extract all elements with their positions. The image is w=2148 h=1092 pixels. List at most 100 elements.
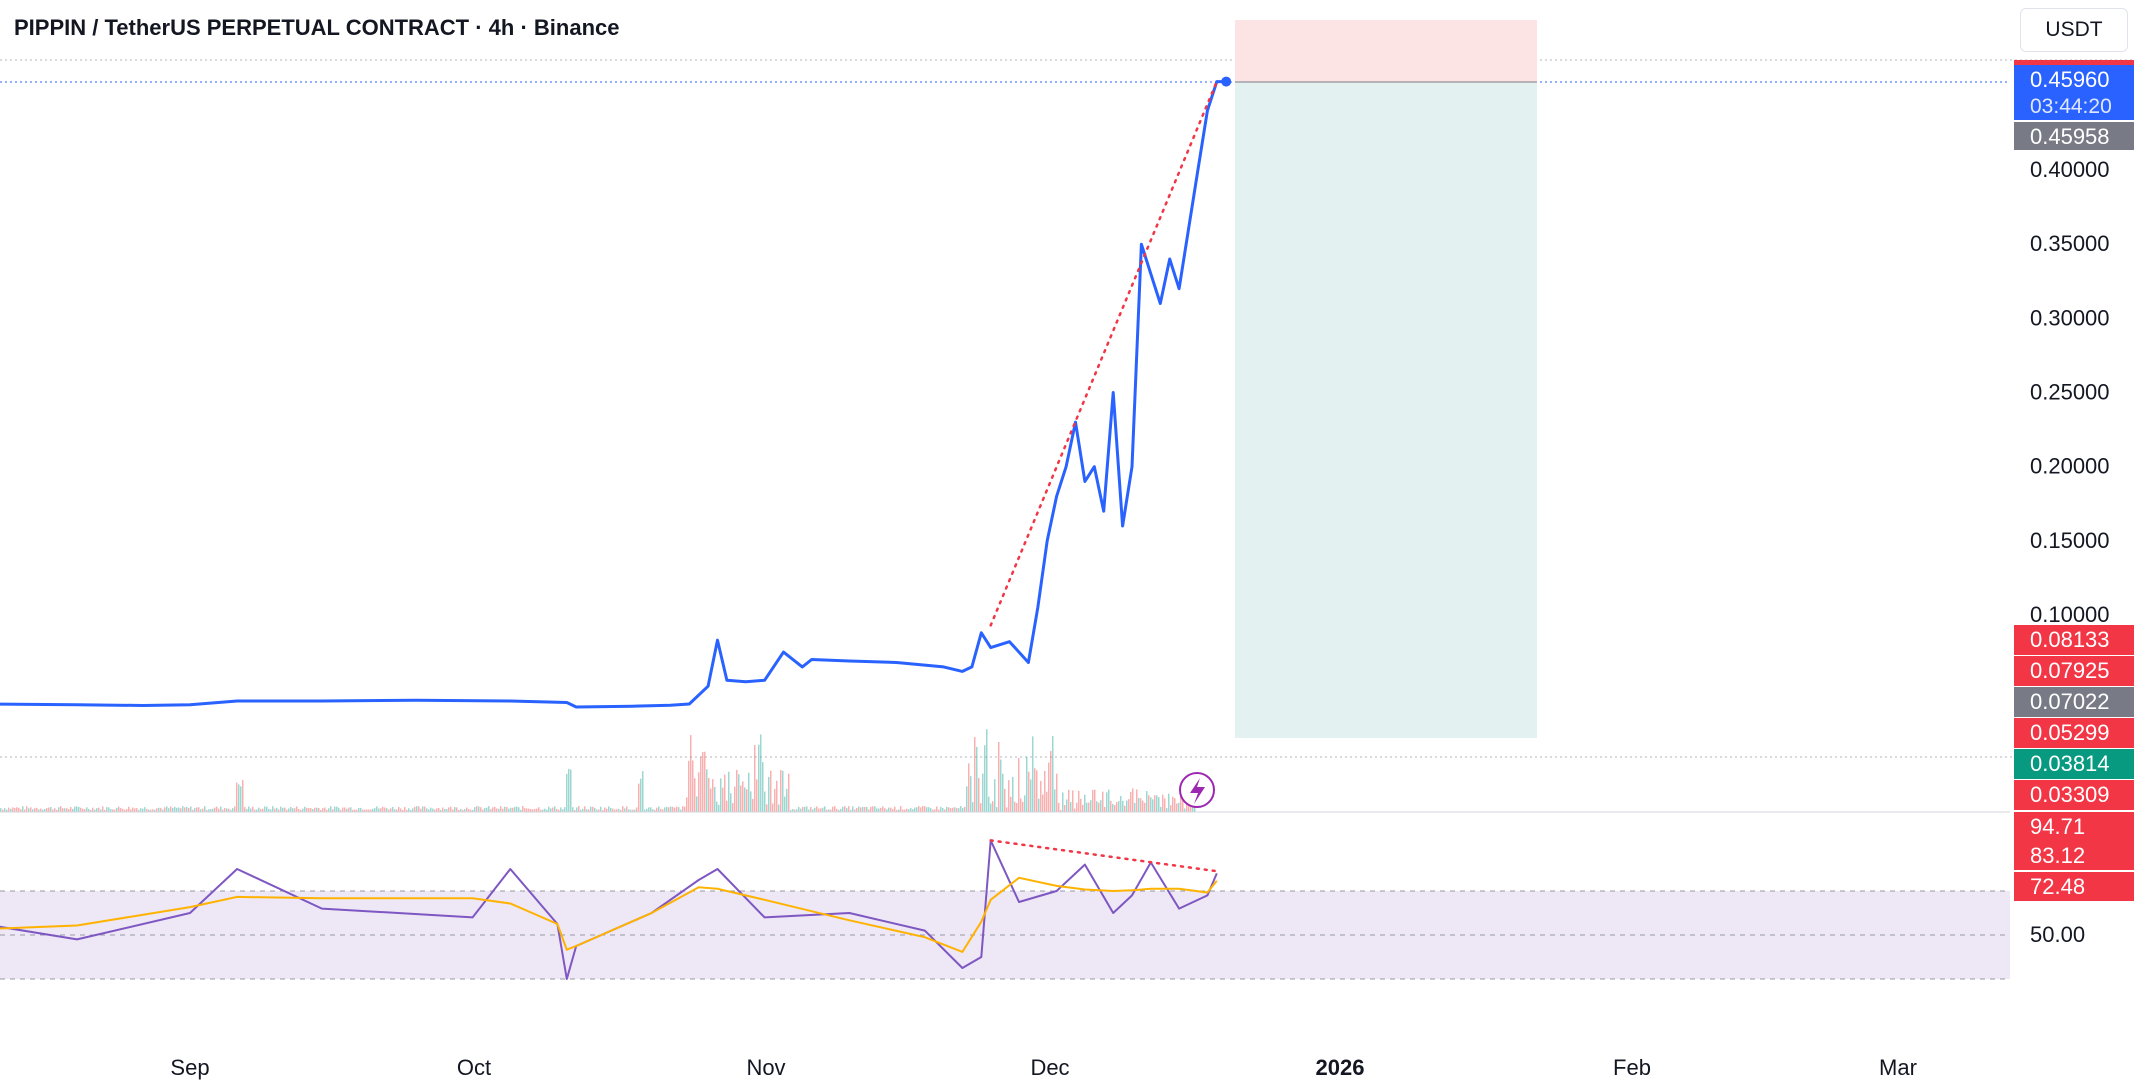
volume-bar — [796, 809, 798, 812]
volume-bar — [1120, 796, 1122, 812]
volume-bar — [422, 806, 424, 812]
volume-bar — [1168, 793, 1170, 812]
rsi-tag: 94.71 — [2014, 812, 2134, 841]
volume-bar — [468, 808, 470, 812]
volume-bar — [432, 808, 434, 812]
volume-bar — [952, 807, 954, 812]
volume-bar — [104, 809, 106, 812]
volume-bar — [88, 808, 90, 812]
volume-bar — [486, 807, 488, 812]
volume-bar — [316, 807, 318, 812]
volume-bar — [732, 803, 734, 812]
volume-bar — [28, 808, 30, 812]
volume-bar — [790, 809, 792, 812]
volume-bar — [138, 809, 140, 812]
volume-bar — [304, 806, 306, 812]
volume-bar — [946, 806, 948, 812]
volume-bar — [1042, 794, 1044, 812]
volume-bar — [594, 807, 596, 812]
rsi-line — [0, 839, 1218, 980]
volume-bar — [1020, 798, 1022, 812]
volume-bar — [44, 809, 46, 812]
volume-bar — [766, 804, 768, 812]
volume-bar — [112, 809, 114, 812]
volume-bar — [978, 777, 980, 812]
volume-bar — [548, 806, 550, 812]
volume-bar — [24, 809, 26, 812]
rsi-tag-value: 83.12 — [2030, 843, 2085, 868]
volume-bar — [198, 807, 200, 812]
volume-bar — [616, 809, 618, 812]
volume-bar — [136, 808, 138, 812]
volume-bar — [108, 807, 110, 812]
volume-bar — [182, 806, 184, 812]
volume-bar — [434, 809, 436, 812]
volume-bar — [490, 809, 492, 812]
volume-bar — [360, 807, 362, 812]
volume-bar — [244, 807, 246, 812]
volume-bar — [652, 809, 654, 812]
volume-bar — [586, 809, 588, 812]
volume-bar — [272, 806, 274, 812]
volume-bar — [262, 808, 264, 812]
volume-bar — [542, 809, 544, 812]
volume-bar — [904, 809, 906, 812]
volume-bar — [144, 807, 146, 812]
volume-bar — [984, 745, 986, 812]
price-tag-value: 0.45960 — [2030, 67, 2110, 92]
volume-bar — [1154, 795, 1156, 812]
volume-bar — [960, 806, 962, 812]
volume-bar — [462, 809, 464, 812]
volume-bar — [792, 809, 794, 812]
volume-bar — [604, 807, 606, 812]
volume-bar — [278, 809, 280, 812]
volume-bar — [328, 808, 330, 812]
volume-bar — [288, 808, 290, 812]
volume-bar — [656, 807, 658, 812]
volume-bar — [614, 809, 616, 812]
volume-bar — [354, 809, 356, 812]
volume-bar — [1002, 773, 1004, 812]
volume-bar — [534, 808, 536, 812]
volume-bar — [512, 807, 514, 812]
volume-bar — [376, 806, 378, 812]
volume-bar — [374, 808, 376, 812]
volume-bar — [1176, 803, 1178, 812]
stop-loss-zone — [1235, 20, 1537, 82]
volume-bar — [618, 808, 620, 812]
volume-bar — [1158, 797, 1160, 812]
volume-bar — [670, 806, 672, 812]
volume-bar — [326, 809, 328, 812]
volume-bar — [760, 734, 762, 812]
volume-bar — [702, 751, 704, 812]
volume-bar — [196, 807, 198, 812]
volume-bar — [296, 806, 298, 812]
volume-bar — [908, 809, 910, 812]
volume-bar — [918, 806, 920, 812]
volume-bar — [772, 803, 774, 812]
volume-bar — [912, 809, 914, 812]
volume-bar — [1104, 807, 1106, 812]
volume-bar — [600, 806, 602, 812]
volume-bar — [746, 789, 748, 812]
volume-bar — [698, 772, 700, 812]
currency-selector[interactable]: USDT — [2020, 8, 2128, 52]
volume-bar — [338, 807, 340, 812]
volume-bar — [990, 803, 992, 812]
volume-bar — [718, 804, 720, 812]
volume-bar — [78, 807, 80, 812]
volume-bar — [0, 808, 2, 812]
volume-bar — [838, 809, 840, 812]
price-tag-value: 0.45958 — [2030, 124, 2110, 149]
volume-bar — [146, 808, 148, 812]
volume-bar — [118, 806, 120, 812]
volume-bar — [1080, 798, 1082, 812]
x-tick-label: Dec — [1030, 1055, 1069, 1080]
volume-bar — [1056, 773, 1058, 812]
volume-bar — [340, 809, 342, 812]
volume-bar — [478, 806, 480, 812]
y-tick-label: 0.25000 — [2030, 380, 2110, 405]
volume-bar — [346, 808, 348, 812]
volume-bar — [320, 809, 322, 812]
